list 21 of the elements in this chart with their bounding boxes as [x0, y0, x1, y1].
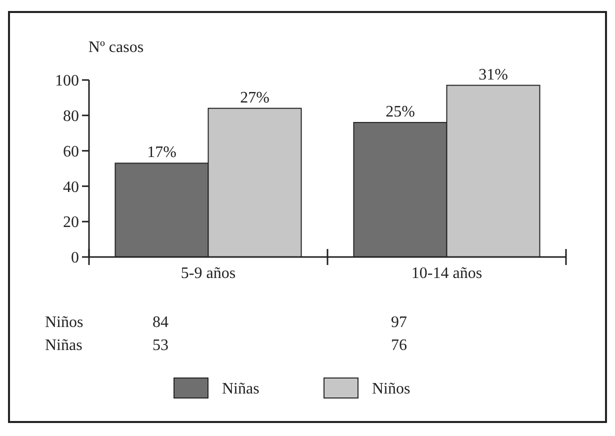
text: Niños: [45, 314, 84, 331]
text: Niñas: [45, 337, 82, 354]
y-tick-label: 60: [63, 143, 79, 160]
y-tick-label: 80: [63, 108, 79, 125]
data-label: 76: [391, 337, 408, 354]
y-axis-title: Nº casos: [88, 39, 144, 56]
x-tick-label: 5-9 años: [180, 265, 236, 282]
y-tick-label: 20: [63, 214, 79, 232]
annotation: 27%: [240, 89, 270, 106]
annotation: 31%: [478, 66, 508, 84]
y-tick-label: 100: [55, 72, 79, 90]
y-tick-label: 40: [63, 178, 79, 196]
annotation: 17%: [147, 144, 176, 162]
x-tick-label: 10-14 años: [411, 265, 482, 282]
legend-label: Niños: [372, 380, 410, 398]
legend-label: Niñas: [222, 380, 260, 398]
y-tick-label: 0: [71, 250, 79, 267]
data-label: 53: [152, 337, 169, 354]
data-label: 97: [391, 314, 408, 331]
annotation: 25%: [386, 103, 415, 120]
data-label: 84: [152, 314, 169, 331]
